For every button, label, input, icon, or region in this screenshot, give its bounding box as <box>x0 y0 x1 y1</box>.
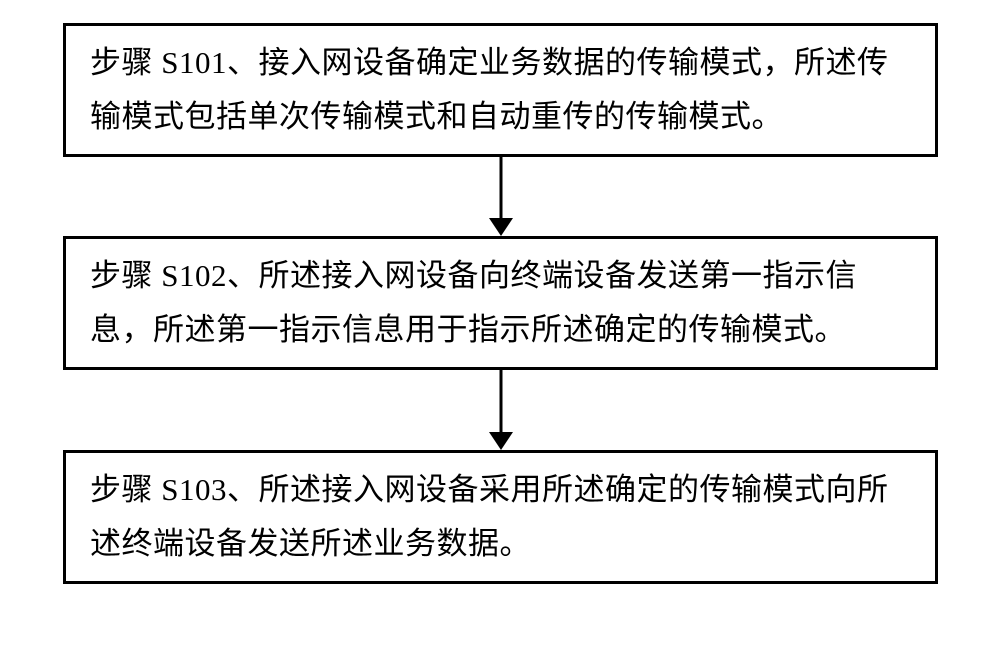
flowchart-arrow <box>485 157 517 236</box>
flowchart-node-s102: 步骤 S102、所述接入网设备向终端设备发送第一指示信息，所述第一指示信息用于指… <box>63 236 938 370</box>
flowchart-canvas: 步骤 S101、接入网设备确定业务数据的传输模式，所述传输模式包括单次传输模式和… <box>0 0 1000 645</box>
flowchart-node-text: 步骤 S103、所述接入网设备采用所述确定的传输模式向所述终端设备发送所述业务数… <box>90 463 911 572</box>
flowchart-node-s103: 步骤 S103、所述接入网设备采用所述确定的传输模式向所述终端设备发送所述业务数… <box>63 450 938 584</box>
flowchart-node-s101: 步骤 S101、接入网设备确定业务数据的传输模式，所述传输模式包括单次传输模式和… <box>63 23 938 157</box>
flowchart-node-text: 步骤 S101、接入网设备确定业务数据的传输模式，所述传输模式包括单次传输模式和… <box>90 36 911 145</box>
flowchart-arrow <box>485 370 517 450</box>
flowchart-node-text: 步骤 S102、所述接入网设备向终端设备发送第一指示信息，所述第一指示信息用于指… <box>90 249 911 358</box>
